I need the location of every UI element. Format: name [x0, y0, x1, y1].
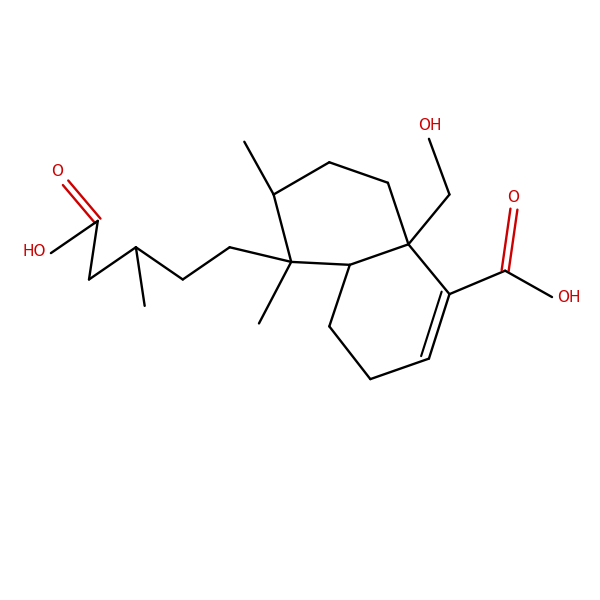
- Text: HO: HO: [23, 244, 46, 259]
- Text: OH: OH: [557, 290, 580, 305]
- Text: O: O: [507, 190, 519, 205]
- Text: OH: OH: [418, 118, 442, 133]
- Text: O: O: [51, 164, 63, 179]
